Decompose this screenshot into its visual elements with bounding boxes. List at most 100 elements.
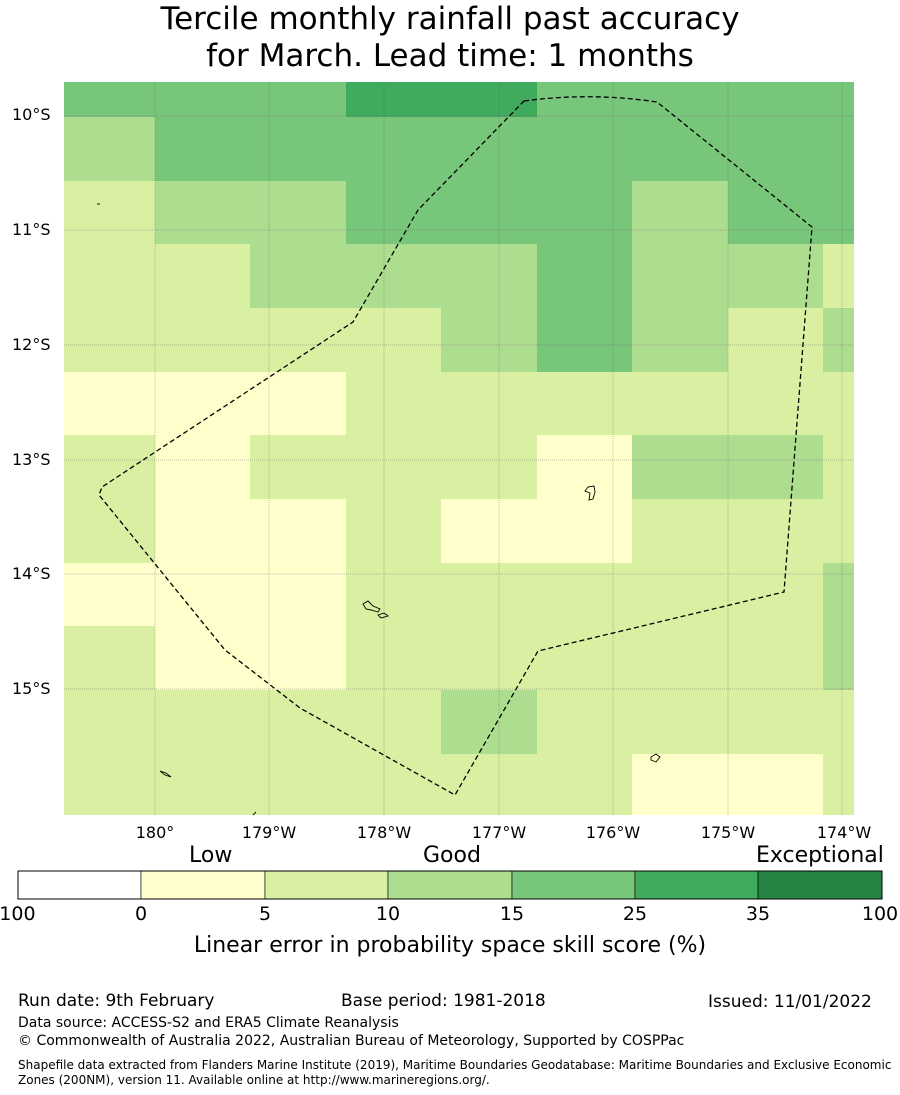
grid-cell <box>250 372 346 435</box>
grid-cell <box>155 435 250 499</box>
grid-cell <box>537 117 632 181</box>
grid-cell <box>728 499 823 563</box>
grid-cell <box>537 435 632 499</box>
grid-cell <box>728 82 823 117</box>
grid-cell <box>64 117 155 181</box>
grid-cell <box>728 372 823 435</box>
colorbar-segment <box>17 870 142 900</box>
base-period: Base period: 1981-2018 <box>341 991 546 1011</box>
grid-cell <box>537 626 632 690</box>
grid-cell <box>64 372 155 435</box>
grid-cell <box>155 372 250 435</box>
colorbar-tick: 10 <box>375 903 401 925</box>
grid-cell <box>346 499 441 563</box>
lon-label-177w: 177°W <box>471 823 527 842</box>
grid-cell <box>250 563 346 626</box>
issued-date: Issued: 11/01/2022 <box>708 992 872 1012</box>
grid-cell <box>728 690 823 754</box>
grid-cell <box>537 308 632 372</box>
grid-cell <box>346 244 441 308</box>
grid-cell <box>441 435 537 499</box>
shapefile-credit-line1: Shapefile data extracted from Flanders M… <box>18 1058 892 1072</box>
colorbar-segment <box>757 870 883 900</box>
grid-cell <box>441 626 537 690</box>
grid-cell <box>823 563 854 626</box>
grid-cell <box>155 244 250 308</box>
lat-label-10s: 10°S <box>12 105 51 124</box>
grid-cell <box>250 308 346 372</box>
grid-cell <box>728 435 823 499</box>
grid-cell <box>64 690 155 754</box>
grid-cell <box>346 372 441 435</box>
grid-cell <box>155 499 250 563</box>
grid-cell <box>823 244 854 308</box>
lat-lon-gridlines <box>64 82 854 815</box>
colorbar-title: Linear error in probability space skill … <box>193 933 707 958</box>
lat-label-11s: 11°S <box>12 220 51 239</box>
grid-cell <box>346 82 441 117</box>
colorbar <box>17 870 883 900</box>
grid-cell <box>537 82 632 117</box>
grid-cell <box>346 690 441 754</box>
island-shape <box>650 753 661 763</box>
grid-cell <box>346 563 441 626</box>
lat-label-15s: 15°S <box>12 679 51 698</box>
grid-cell <box>823 690 854 754</box>
grid-cell <box>823 754 854 815</box>
category-exceptional: Exceptional <box>756 843 884 868</box>
island-outlines <box>97 203 661 816</box>
chart-title-line1: Tercile monthly rainfall past accuracy <box>160 1 740 37</box>
grid-cell <box>155 82 250 117</box>
run-date: Run date: 9th February <box>18 991 215 1011</box>
colorbar-tick: -100 <box>0 903 36 925</box>
island-shape <box>377 612 389 619</box>
grid-cell <box>64 499 155 563</box>
colorbar-segment <box>264 870 389 900</box>
grid-cell <box>537 754 632 815</box>
grid-cell <box>537 244 632 308</box>
grid-cell <box>823 181 854 244</box>
copyright: © Commonwealth of Australia 2022, Austra… <box>18 1033 685 1049</box>
grid-cell <box>346 117 441 181</box>
colorbar-tick: 25 <box>622 903 648 925</box>
grid-cell <box>537 499 632 563</box>
grid-cell <box>441 308 537 372</box>
island-shape <box>252 811 257 816</box>
colorbar-segment <box>634 870 759 900</box>
grid-cell <box>64 82 155 117</box>
grid-cell <box>250 117 346 181</box>
grid-cell <box>632 372 728 435</box>
island-shape <box>362 600 381 613</box>
colorbar-segment <box>140 870 266 900</box>
grid-cell <box>728 117 823 181</box>
lat-label-14s: 14°S <box>12 564 51 583</box>
grid-cell <box>64 754 155 815</box>
grid-cell <box>250 82 346 117</box>
grid-cell <box>64 626 155 690</box>
grid-cell <box>441 563 537 626</box>
grid-cell <box>155 308 250 372</box>
grid-cell <box>64 308 155 372</box>
grid-cell <box>250 181 346 244</box>
colorbar-tick: 5 <box>258 903 272 925</box>
lon-label-175w: 175°W <box>700 823 756 842</box>
grid-cell <box>823 435 854 499</box>
category-good: Good <box>423 843 481 868</box>
grid-cell <box>632 308 728 372</box>
colorbar-tick: 35 <box>745 903 771 925</box>
grid-cell <box>441 372 537 435</box>
lon-label-179w: 179°W <box>241 823 297 842</box>
grid-cell <box>250 626 346 690</box>
grid-cell <box>823 308 854 372</box>
chart-title-line2: for March. Lead time: 1 months <box>206 38 694 74</box>
colorbar-tick: 0 <box>134 903 148 925</box>
grid-cell <box>441 499 537 563</box>
grid-cell <box>155 690 250 754</box>
colorbar-segment <box>387 870 513 900</box>
grid-cell <box>537 372 632 435</box>
category-low: Low <box>189 843 233 868</box>
lon-label-180: 180° <box>135 823 175 842</box>
colorbar-tick: 15 <box>499 903 525 925</box>
grid-cell <box>155 563 250 626</box>
lat-label-13s: 13°S <box>12 450 51 469</box>
